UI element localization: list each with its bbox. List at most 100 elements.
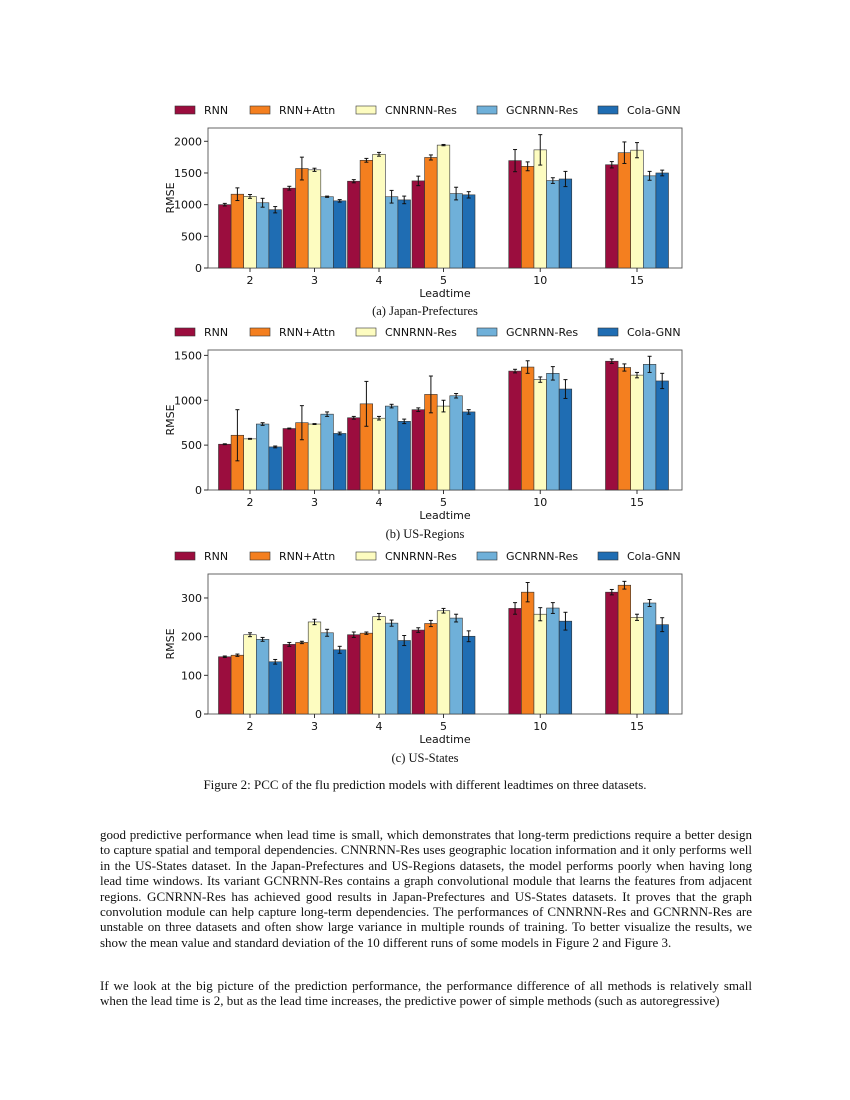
x-tick-label: 15 xyxy=(630,496,644,509)
legend-label: Cola-GNN xyxy=(627,550,681,563)
y-tick-label: 1000 xyxy=(174,394,202,407)
bar-rnn-attn xyxy=(617,152,631,269)
legend-label: GCNRNN-Res xyxy=(506,326,578,339)
bar-cnnrnn-res xyxy=(372,153,386,269)
bar-rnn-attn xyxy=(424,157,438,269)
bar-cola-gnn xyxy=(268,446,282,491)
bar-cola-gnn xyxy=(655,624,669,715)
bar-rnn xyxy=(347,417,361,491)
x-tick-label: 10 xyxy=(533,274,547,287)
y-tick-label: 500 xyxy=(181,439,202,452)
legend-label: RNN xyxy=(204,104,228,117)
bar-cola-gnn xyxy=(333,649,347,715)
bar-rnn-attn xyxy=(295,168,309,269)
legend-label: CNNRNN-Res xyxy=(385,550,457,563)
bar-gcnrnn-res xyxy=(320,196,334,269)
y-tick-label: 500 xyxy=(181,230,202,243)
bar-cnnrnn-res xyxy=(243,438,257,491)
legend-label: Cola-GNN xyxy=(627,326,681,339)
bar-gcnrnn-res xyxy=(255,639,270,715)
x-tick-label: 3 xyxy=(311,720,318,733)
legend-label: Cola-GNN xyxy=(627,104,681,117)
legend-swatch-1 xyxy=(249,105,271,115)
bar-rnn xyxy=(218,656,232,715)
chart-us-states: RNN RNN+Attn CNNRNN-Res GCNRNN-Res Cola-GNN 0… xyxy=(0,546,850,746)
legend-swatch-2 xyxy=(355,327,377,337)
legend-swatch-2 xyxy=(355,551,377,561)
x-axis-label: Leadtime xyxy=(419,287,471,300)
chart-caption-a: (a) Japan-Prefectures xyxy=(372,304,478,318)
bar-cola-gnn xyxy=(462,194,476,269)
bar-rnn-attn xyxy=(230,193,245,269)
bar-rnn xyxy=(282,428,296,491)
x-axis-label: Leadtime xyxy=(419,733,471,746)
legend-swatch-1 xyxy=(249,551,271,561)
bar-rnn xyxy=(508,370,522,491)
x-tick-label: 5 xyxy=(440,496,447,509)
bar-cola-gnn xyxy=(333,433,347,491)
bar-gcnrnn-res xyxy=(255,423,270,491)
bar-rnn-attn xyxy=(521,366,535,491)
bar-cnnrnn-res xyxy=(630,374,644,491)
bar-rnn xyxy=(347,180,361,269)
y-tick-label: 2000 xyxy=(174,135,202,148)
y-axis-label: RMSE xyxy=(164,404,177,435)
chart-japan-prefectures: RNN RNN+Attn CNNRNN-Res GCNRNN-Res Cola-GNN 0… xyxy=(0,100,850,300)
bar-cnnrnn-res xyxy=(307,621,322,715)
legend-label: RNN+Attn xyxy=(279,104,335,117)
bar-cola-gnn xyxy=(558,620,573,715)
bar-gcnrnn-res xyxy=(320,632,334,715)
bar-gcnrnn-res xyxy=(384,405,399,491)
bar-cnnrnn-res xyxy=(307,423,322,491)
bar-cnnrnn-res xyxy=(436,405,451,491)
bar-rnn xyxy=(282,644,296,715)
legend-label: GCNRNN-Res xyxy=(506,104,578,117)
bar-gcnrnn-res xyxy=(384,622,399,715)
y-tick-label: 0 xyxy=(195,262,202,275)
bar-cola-gnn xyxy=(397,421,411,491)
legend-label: CNNRNN-Res xyxy=(385,104,457,117)
x-tick-label: 15 xyxy=(630,720,644,733)
bar-rnn-attn xyxy=(521,166,535,269)
bar-rnn-attn xyxy=(521,591,535,715)
legend-swatch-3 xyxy=(476,105,498,115)
figure-caption: Figure 2: PCC of the flu prediction mode… xyxy=(203,777,647,792)
x-tick-label: 2 xyxy=(247,496,254,509)
bar-gcnrnn-res xyxy=(449,395,463,491)
bar-rnn xyxy=(605,591,619,715)
bar-gcnrnn-res xyxy=(449,617,463,715)
bar-rnn-attn xyxy=(424,623,438,715)
bar-rnn xyxy=(411,409,425,491)
legend-swatch-4 xyxy=(597,551,619,561)
legend-swatch-0 xyxy=(174,551,196,561)
x-tick-label: 2 xyxy=(247,720,254,733)
bar-rnn xyxy=(605,164,619,269)
x-tick-label: 15 xyxy=(630,274,644,287)
bar-cnnrnn-res xyxy=(533,379,547,491)
bar-rnn xyxy=(411,629,425,715)
bar-gcnrnn-res xyxy=(546,180,560,269)
bar-rnn xyxy=(605,360,619,491)
bar-cola-gnn xyxy=(655,172,669,269)
bar-rnn xyxy=(218,443,232,491)
legend-swatch-3 xyxy=(476,327,498,337)
bar-cnnrnn-res xyxy=(372,616,386,715)
bar-rnn-attn xyxy=(295,642,309,715)
x-axis-label: Leadtime xyxy=(419,509,471,522)
x-tick-label: 10 xyxy=(533,496,547,509)
x-tick-label: 4 xyxy=(376,496,383,509)
legend-swatch-2 xyxy=(355,105,377,115)
bar-cola-gnn xyxy=(333,200,347,269)
x-tick-label: 3 xyxy=(311,496,318,509)
bar-cnnrnn-res xyxy=(630,149,644,269)
x-tick-label: 4 xyxy=(376,720,383,733)
y-tick-label: 0 xyxy=(195,708,202,721)
bar-rnn xyxy=(218,204,232,269)
bar-cola-gnn xyxy=(462,411,476,491)
y-tick-label: 1500 xyxy=(174,167,202,180)
chart-caption-c: (c) US-States xyxy=(391,751,459,765)
y-tick-label: 1500 xyxy=(174,349,202,362)
y-tick-label: 100 xyxy=(181,669,202,682)
legend-label: RNN xyxy=(204,550,228,563)
x-tick-label: 5 xyxy=(440,274,447,287)
